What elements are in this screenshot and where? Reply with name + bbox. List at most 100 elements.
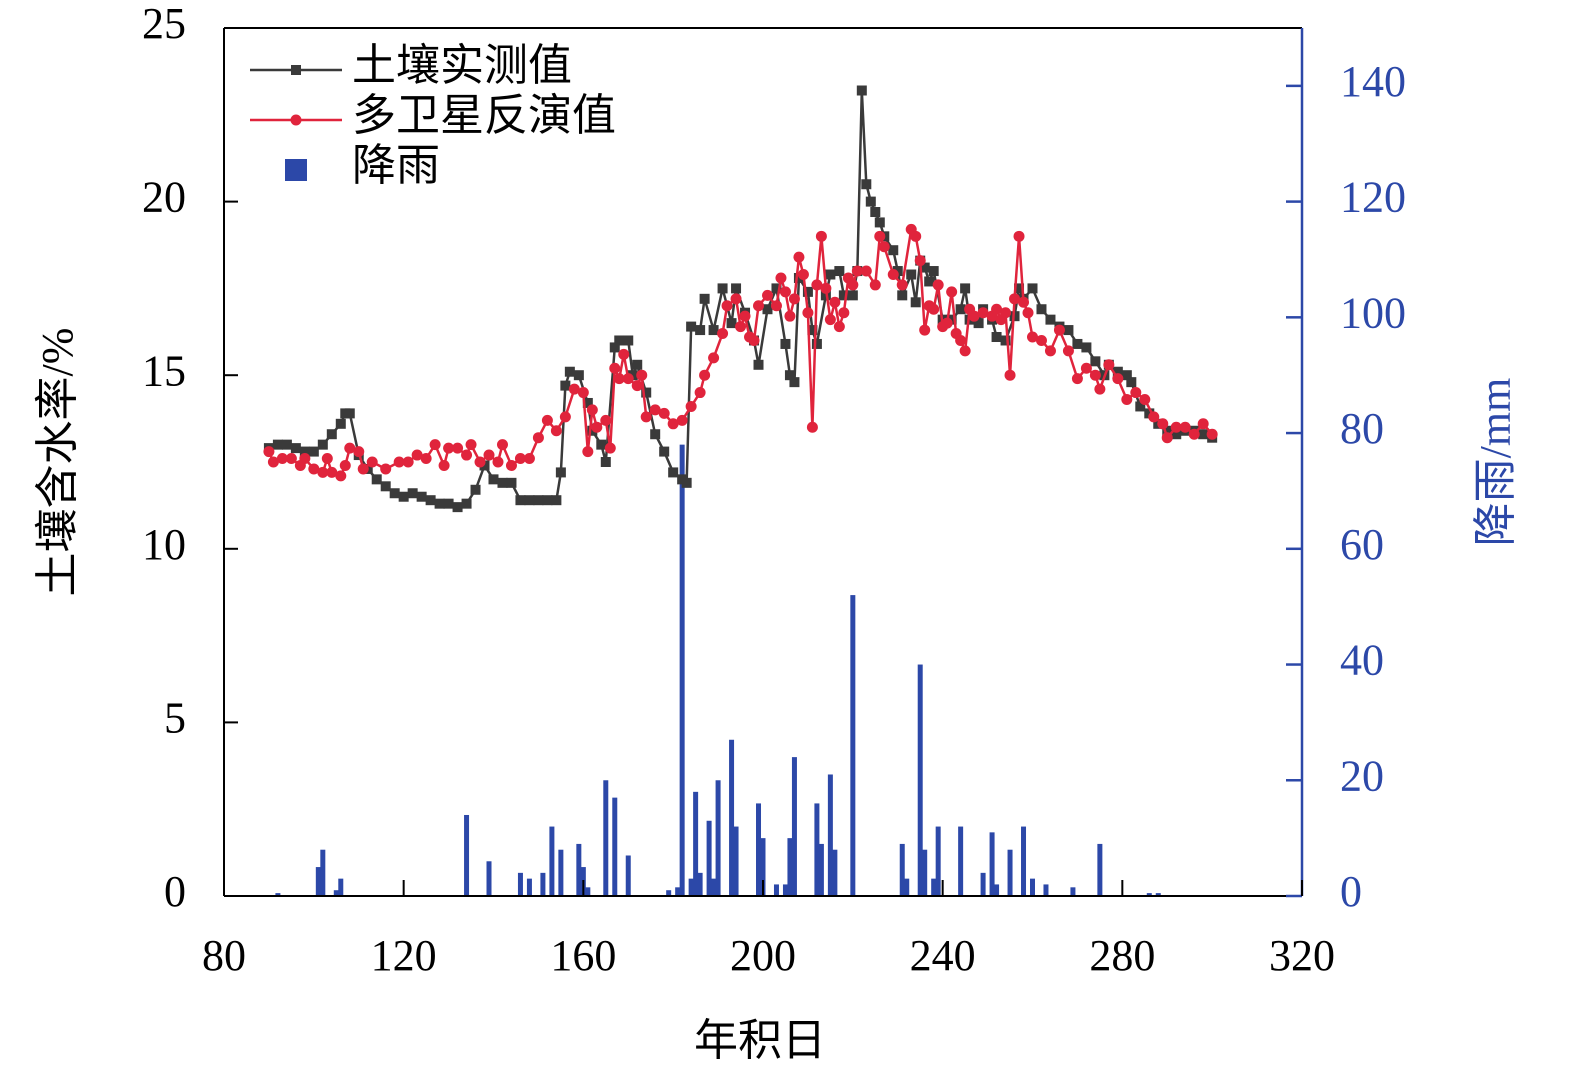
marker [640,411,652,423]
marker [1004,369,1016,381]
marker [897,290,908,301]
marker [483,449,495,461]
marker [906,269,917,280]
marker [753,359,764,370]
marker [856,85,867,96]
bar [517,872,523,896]
marker [1000,307,1012,319]
marker [1121,370,1132,381]
marker [299,446,310,457]
marker [717,283,728,294]
marker [960,283,971,294]
marker [761,289,773,301]
marker [514,453,526,465]
marker [748,334,760,346]
marker [335,418,346,429]
x-tick-label: 160 [550,931,616,980]
marker [1197,418,1209,430]
marker [1036,304,1047,315]
bar [706,820,712,896]
bar [980,872,986,896]
marker [860,265,872,277]
bar [585,887,591,896]
bar [814,803,820,896]
marker [820,282,832,294]
marker [959,345,971,357]
marker [735,321,747,333]
marker [946,314,957,325]
marker [393,456,405,468]
marker [726,318,737,329]
marker [524,495,535,506]
marker [730,293,742,305]
marker [676,414,688,426]
marker [582,446,594,458]
marker [308,463,320,475]
x-tick-label: 320 [1269,931,1335,980]
marker [892,266,903,277]
marker [299,453,311,465]
marker [874,230,886,242]
marker [1045,314,1056,325]
bar [756,803,762,896]
marker [420,453,432,465]
marker [618,348,630,360]
marker [438,459,450,471]
bar [782,884,788,896]
marker [623,335,634,346]
marker [577,387,589,399]
marker [587,425,598,436]
marker [1027,331,1038,343]
marker [788,293,800,305]
marker [407,488,418,499]
marker [699,293,710,304]
marker [977,307,989,319]
marker [402,456,414,468]
marker [1013,230,1025,242]
bar [1007,849,1013,896]
bar [558,849,564,896]
y2-tick-label: 80 [1340,404,1384,453]
x-tick-label: 240 [910,931,976,980]
marker [389,488,400,499]
y2-axis-label: 降雨/mm [1471,378,1520,547]
marker [941,317,953,329]
marker [802,286,813,297]
marker [1090,356,1101,367]
bar [1155,893,1161,896]
marker [560,380,571,391]
x-tick-label: 280 [1089,931,1155,980]
marker [681,477,692,488]
marker [968,310,980,322]
bar [275,893,281,896]
marker [1157,418,1169,430]
bar [338,878,344,896]
bar [679,444,685,896]
marker [443,442,455,454]
y-tick-label: 0 [164,867,186,916]
bar [922,849,928,896]
bar [899,843,905,896]
marker [632,359,643,370]
marker [793,272,804,283]
marker [604,442,616,454]
marker [555,467,566,478]
bar [711,878,717,896]
marker [641,387,652,398]
marker [973,318,984,329]
y-tick-label: 15 [142,346,186,395]
marker [1071,373,1083,385]
bar [697,872,703,896]
marker [622,373,634,385]
bar [931,878,937,896]
bar [715,780,721,896]
x-axis-label: 年积日 [694,1016,826,1065]
bar [675,887,681,896]
marker [285,453,297,465]
marker [870,207,881,218]
marker [326,466,338,478]
bar [625,855,631,896]
marker [582,397,593,408]
marker [452,502,463,513]
marker [694,387,706,399]
